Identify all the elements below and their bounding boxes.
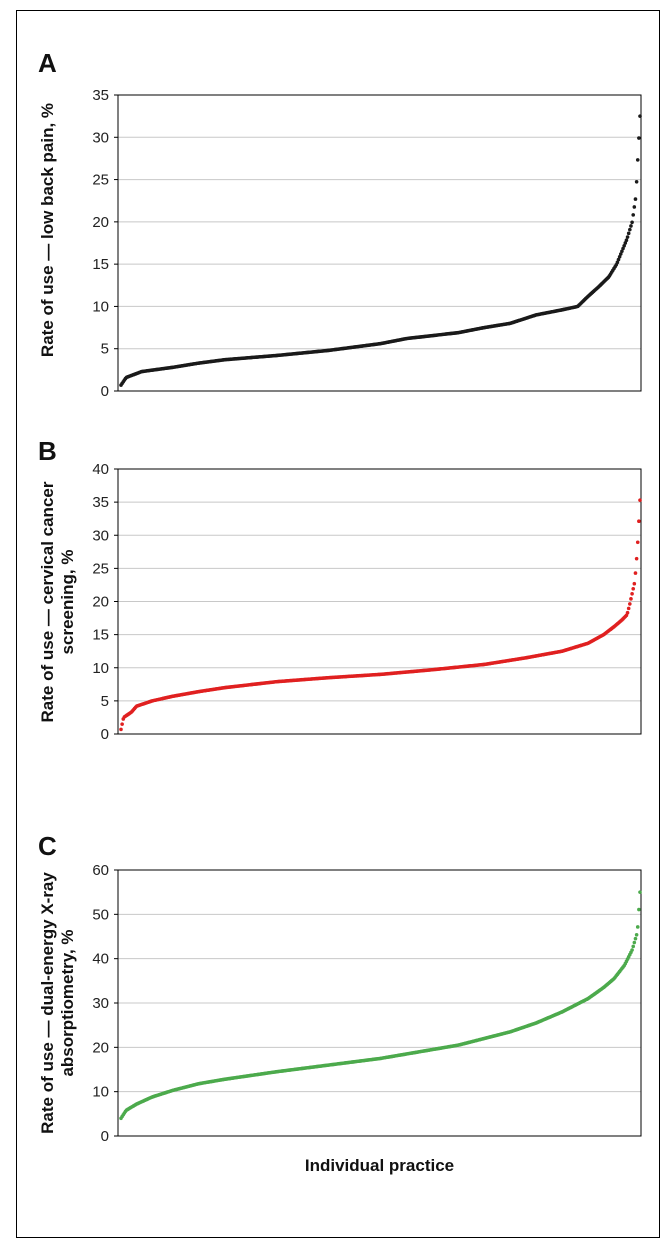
data-point <box>625 610 630 615</box>
data-point <box>628 602 632 606</box>
data-point <box>631 586 636 591</box>
y-tick-label: 10 <box>92 1084 109 1101</box>
data-point <box>615 260 620 265</box>
data-point <box>634 556 639 561</box>
y-tick-label: 60 <box>92 862 109 879</box>
y-tick-label: 10 <box>92 660 109 677</box>
chart-panel-B: 0 5 10 15 20 25 30 35 40 B Rate of use — cervical … <box>38 436 642 743</box>
data-point <box>635 925 640 929</box>
y-tick-label: 35 <box>92 494 109 511</box>
y-tick-label: 25 <box>92 560 109 577</box>
y-tick-label: 10 <box>92 298 109 315</box>
data-point <box>628 227 632 232</box>
data-point <box>637 136 641 140</box>
data-point <box>620 249 624 254</box>
data-point <box>631 944 636 949</box>
y-tick-label: 30 <box>92 995 109 1012</box>
data-point <box>633 571 638 575</box>
data-point <box>630 948 634 952</box>
data-point <box>618 252 623 256</box>
y-tick-label: 5 <box>101 693 109 710</box>
chart-panel-C: 0 10 20 30 40 50 60 C Rate of use — dual-energy … <box>38 831 642 1175</box>
panel-letter-B: B <box>38 436 57 466</box>
data-point <box>119 727 123 732</box>
y-tick-label: 20 <box>92 1039 109 1056</box>
data-point <box>621 246 625 251</box>
data-point <box>634 179 639 184</box>
data-point <box>626 231 631 236</box>
data-point <box>625 235 630 239</box>
y-tick-label: 35 <box>92 87 109 104</box>
data-point <box>631 213 636 217</box>
chart-panel-A: 0 5 10 15 20 25 30 35 A Rate of use — low back pa… <box>38 48 642 400</box>
y-axis-label-line: Rate of use — dual-energy X-ray <box>38 872 57 1134</box>
data-point <box>120 722 124 726</box>
panel-letter-C: C <box>38 831 57 861</box>
data-point <box>632 581 637 586</box>
data-point <box>638 114 642 118</box>
data-point <box>623 241 628 245</box>
y-tick-label: 20 <box>92 594 109 611</box>
data-point <box>633 197 638 201</box>
y-tick-label: 50 <box>92 906 109 923</box>
data-point <box>632 940 637 945</box>
y-tick-label: 25 <box>92 172 109 189</box>
y-axis-label: Rate of use — cervical cancerscreening, … <box>38 481 77 722</box>
y-tick-label: 30 <box>92 129 109 146</box>
data-point <box>635 158 640 162</box>
plot-area-frame <box>117 869 642 1137</box>
y-tick-label: 15 <box>92 627 109 644</box>
data-point <box>637 907 641 912</box>
data-point <box>629 224 633 228</box>
data-point <box>635 540 640 545</box>
y-tick-label: 5 <box>101 341 109 358</box>
panel-letter-A: A <box>38 48 57 78</box>
figure-frame <box>16 10 660 1238</box>
data-point <box>624 238 629 243</box>
y-axis-label: Rate of use — dual-energy X-rayabsorptio… <box>38 872 77 1134</box>
data-point <box>632 205 637 209</box>
data-point <box>634 932 639 937</box>
y-tick-label: 15 <box>92 256 109 273</box>
data-point <box>638 890 642 894</box>
y-tick-label: 0 <box>101 1128 109 1145</box>
y-tick-label: 40 <box>92 461 109 478</box>
y-tick-label: 40 <box>92 951 109 968</box>
x-axis-label: Individual practice <box>305 1156 454 1175</box>
data-point <box>637 519 641 524</box>
y-tick-label: 0 <box>101 383 109 400</box>
y-tick-label: 30 <box>92 527 109 544</box>
data-point <box>630 591 634 596</box>
plot-area-frame <box>117 468 642 735</box>
y-axis-label-line: screening, % <box>58 550 77 655</box>
y-axis-label-line: absorptiometry, % <box>58 929 77 1076</box>
data-point <box>617 255 622 259</box>
y-tick-label: 0 <box>101 726 109 743</box>
y-tick-label: 20 <box>92 214 109 231</box>
data-point <box>622 243 626 248</box>
data-point <box>626 606 631 611</box>
data-point <box>629 597 633 601</box>
y-axis-label: Rate of use — low back pain, % <box>38 103 57 357</box>
y-axis-label-line: Rate of use — cervical cancer <box>38 481 57 722</box>
data-point <box>616 257 621 262</box>
data-point <box>638 498 642 502</box>
data-point <box>633 936 638 941</box>
data-point <box>630 220 634 225</box>
plot-area-frame <box>117 94 642 392</box>
